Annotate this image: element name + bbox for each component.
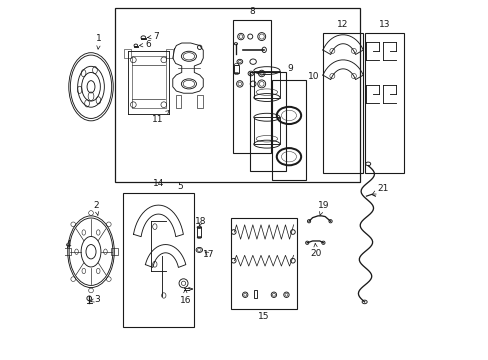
Text: 21: 21 [371, 184, 388, 194]
Bar [64, 248, 70, 255]
Text: 8: 8 [248, 7, 254, 16]
Text: 12: 12 [337, 19, 348, 28]
Bar [197, 227, 201, 237]
Text: 20: 20 [310, 243, 321, 258]
Bar [124, 49, 131, 58]
Bar [233, 21, 270, 153]
Text: 1: 1 [96, 34, 102, 49]
Text: 13: 13 [378, 19, 389, 28]
Text: 17: 17 [203, 250, 214, 259]
Bar [111, 248, 118, 255]
Bar [271, 80, 305, 180]
Text: 15: 15 [258, 312, 269, 321]
Text: 7: 7 [147, 32, 159, 41]
Bar [253, 71, 280, 98]
Bar [197, 95, 203, 108]
Text: 3: 3 [90, 294, 100, 303]
Bar [122, 193, 194, 327]
Bar [115, 8, 360, 182]
Text: 6: 6 [139, 40, 151, 49]
Bar [175, 95, 181, 108]
Bar [166, 49, 172, 58]
Text: 5: 5 [177, 181, 183, 190]
Text: 19: 19 [317, 201, 328, 215]
Text: 14: 14 [152, 179, 164, 188]
Bar [230, 218, 297, 309]
Bar [364, 33, 403, 173]
Bar [254, 291, 257, 298]
Bar [323, 33, 362, 173]
Text: 4: 4 [65, 240, 71, 249]
Text: 2: 2 [93, 201, 99, 215]
Text: 18: 18 [195, 217, 206, 226]
Text: 16: 16 [179, 289, 191, 305]
Text: 11: 11 [152, 111, 169, 124]
Bar [249, 72, 285, 171]
Bar [253, 117, 280, 144]
Bar [234, 64, 238, 73]
Bar [131, 56, 165, 108]
Text: 10: 10 [307, 72, 319, 81]
Text: 9: 9 [286, 64, 292, 73]
